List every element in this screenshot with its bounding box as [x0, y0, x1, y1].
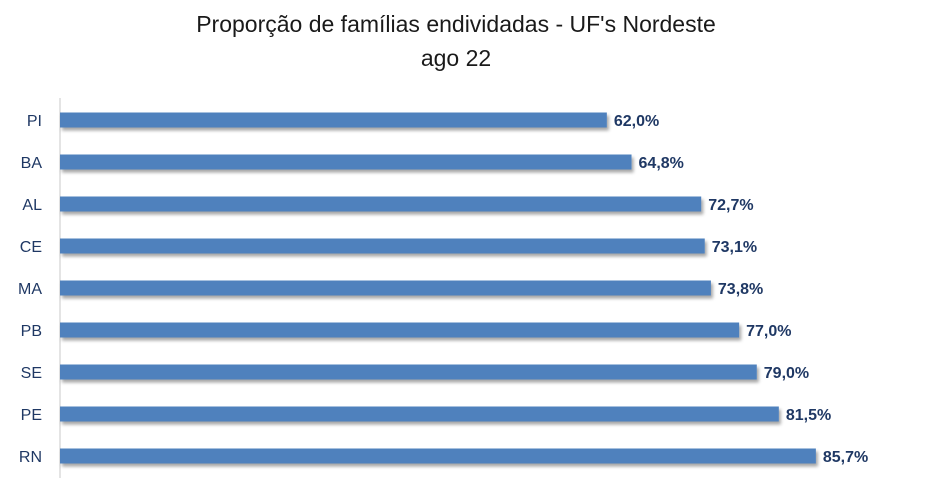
category-label-rn: RN — [19, 449, 42, 466]
category-label-ba: BA — [21, 155, 43, 172]
bar-pi — [60, 112, 607, 128]
value-label-pb: 77,0% — [746, 323, 791, 340]
bar-pe — [60, 406, 779, 422]
chart-title: Proporção de famílias endividadas - UF's… — [196, 11, 716, 37]
value-label-ba: 64,8% — [639, 155, 684, 172]
bar-ma — [60, 280, 711, 296]
bar-ce — [60, 238, 705, 254]
value-label-ma: 73,8% — [718, 281, 763, 298]
bar-al — [60, 196, 702, 212]
bar-rn — [60, 448, 816, 464]
value-label-se: 79,0% — [764, 365, 809, 382]
bar-se — [60, 364, 757, 380]
category-label-pi: PI — [27, 113, 42, 130]
value-label-rn: 85,7% — [823, 449, 868, 466]
category-label-pe: PE — [21, 407, 42, 424]
category-label-al: AL — [22, 197, 42, 214]
category-label-pb: PB — [21, 323, 42, 340]
value-label-ce: 73,1% — [712, 239, 757, 256]
value-label-pi: 62,0% — [614, 113, 659, 130]
bar-ba — [60, 154, 632, 170]
bars-group: PI 62,0% BA 64,8% AL 72,7% CE 73,1% MA 73,8% PB 77,… — [18, 112, 868, 466]
category-label-ce: CE — [20, 239, 42, 256]
chart-subtitle: ago 22 — [420, 45, 492, 71]
value-label-pe: 81,5% — [786, 407, 831, 424]
bar-pb — [60, 322, 740, 338]
value-label-al: 72,7% — [708, 197, 753, 214]
category-label-ma: MA — [18, 281, 42, 298]
category-label-se: SE — [21, 365, 42, 382]
